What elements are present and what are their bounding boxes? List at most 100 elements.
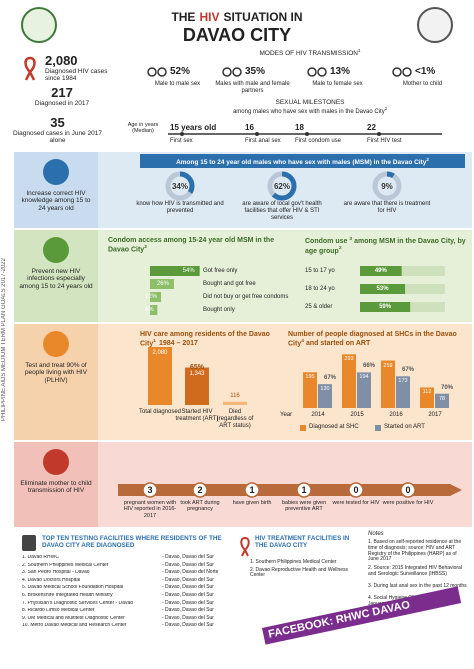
heading-band <box>140 154 465 168</box>
bar-label: 15 to 17 yo <box>305 268 335 274</box>
bar-value: 116 <box>230 392 240 399</box>
facility-location: - Davao, Davao del Sur <box>162 599 214 606</box>
donut-label: know how HIV is transmitted and prevente… <box>136 201 224 214</box>
milestone-label: First anal sex <box>245 138 281 144</box>
facility: 1. Davao RHWC <box>22 555 59 560</box>
timeline-dot <box>255 132 259 136</box>
stage-label: pregnant women with HIV reported in 2016… <box>123 500 177 519</box>
stat-value: 35 <box>50 115 65 130</box>
stage-dot <box>244 482 260 498</box>
goal-icon <box>43 331 69 357</box>
text-part: Condom use <box>305 238 348 246</box>
milestone-label: First HIV test <box>367 138 402 144</box>
axis-label: Year <box>280 412 293 418</box>
ribbon-icon <box>240 537 250 557</box>
section-heading: HIV TREATMENT FACILITIES IN THE DAVAO CI… <box>255 535 350 550</box>
goal-text: Test and treat 90% of people living with… <box>24 362 88 384</box>
text-part: THE <box>171 10 196 24</box>
chart-title: Number of people diagnosed at SHCs in th… <box>288 331 466 348</box>
logo <box>21 7 57 43</box>
goal-icon <box>43 237 69 263</box>
facility: 2. Davao Reproductive Health and Wellnes… <box>250 566 349 579</box>
percent-label: 70% <box>441 384 454 391</box>
facility-location: - Davao, Davao del Sur <box>162 576 214 583</box>
bar-label: Bought and got free <box>203 281 256 287</box>
bar-track <box>360 266 445 276</box>
stat-label: Diagnosed HIV cases since 1984 <box>45 68 108 83</box>
mode-value: 13% <box>330 66 351 77</box>
note: 2. Source: 2015 Integrated HIV Behaviora… <box>368 565 462 577</box>
side-label: PHILIPPINE AIDS MEDIUM TERM PLAN GOALS 2… <box>1 258 7 421</box>
stage-value: 2 <box>197 485 203 495</box>
x-tick-label: 2017 <box>428 412 442 418</box>
text-part: HIV <box>199 10 220 24</box>
donut-arc <box>165 171 195 201</box>
bar-label: Started HIV treatment (ART) <box>175 409 219 422</box>
text-part: Among 15 to 24 year old males who have s… <box>176 159 427 167</box>
axis-label: Age in years (Median) <box>127 122 159 135</box>
legend-swatch <box>300 425 306 431</box>
bar <box>360 284 406 294</box>
bar <box>185 367 209 405</box>
percent-label: 65% <box>189 364 204 371</box>
facility: 5. Davao Medical School Foundation Hospi… <box>22 585 124 591</box>
stage-dot <box>142 482 158 498</box>
timeline-dot <box>377 132 381 136</box>
bar-label: Bought only <box>203 307 235 313</box>
note-ref: 2 <box>426 157 429 162</box>
mode-icon <box>232 67 242 77</box>
goal-text: Eliminate mother to child transmission o… <box>20 480 92 495</box>
milestone-age: 18 <box>295 123 304 132</box>
stage-value: 3 <box>147 485 153 495</box>
goal-icon <box>43 159 69 185</box>
bar <box>342 354 356 408</box>
bar-value: 1,343 <box>189 370 205 377</box>
text-part: SEXUAL MILESTONES <box>275 99 345 106</box>
mode-icon <box>147 67 157 77</box>
milestone-label: First sex <box>170 138 193 144</box>
facility: 4. Davao Doctors Hospital <box>22 577 81 583</box>
percent-label: 67% <box>402 367 415 374</box>
bar-value: 49% <box>374 268 387 274</box>
facility-location: - Davao, Davao del Sur <box>162 622 214 629</box>
bar <box>148 347 172 405</box>
bar-value: 130 <box>320 386 330 393</box>
milestones-subtitle: among males who have sex with males in t… <box>160 106 460 116</box>
donut-label: are aware that there is treatment for HI… <box>343 201 431 214</box>
note-ref: 1 <box>153 339 156 345</box>
donut-value: 62% <box>273 182 290 191</box>
bar <box>318 384 332 408</box>
stage-dot <box>296 482 312 498</box>
milestone-age: 16 <box>245 123 254 132</box>
bar-value: 8% <box>145 307 154 313</box>
stage-label: were tested for HIV <box>332 500 380 506</box>
mode-label: Mother to child <box>402 81 443 87</box>
x-tick-label: 2016 <box>389 412 403 418</box>
icon <box>22 535 36 551</box>
goal-icon <box>43 449 69 475</box>
x-tick-label: 2015 <box>350 412 364 418</box>
legend-label: Diagnosed at SHC <box>309 424 359 430</box>
bar <box>360 302 411 312</box>
timeline-dot <box>305 132 309 136</box>
mode-label: Males with male and female partners <box>215 81 290 94</box>
facility-location: - Davao, Davao del Sur <box>162 614 214 621</box>
bar-value: 53% <box>376 286 389 292</box>
donut-label: are aware of local gov't health faciliti… <box>242 201 322 221</box>
mode-icon <box>317 67 327 77</box>
bar <box>381 360 395 408</box>
donut-value: 34% <box>171 182 188 191</box>
mode-value: <1% <box>415 66 436 77</box>
stat-label: Diagnosed cases in June 2017 alone <box>13 130 102 145</box>
milestone-age: 15 years old <box>170 123 217 132</box>
text-part: SITUATION IN <box>223 10 303 24</box>
bar <box>420 387 434 408</box>
bar <box>150 305 158 315</box>
bar <box>435 393 449 408</box>
bar-label: Got free only <box>203 268 238 274</box>
bar-label: 25 & older <box>305 304 333 310</box>
stage-dot <box>348 482 364 498</box>
notes-title: Notes <box>368 531 384 537</box>
facility-location: - Davao, Davao del Norte <box>162 569 219 576</box>
